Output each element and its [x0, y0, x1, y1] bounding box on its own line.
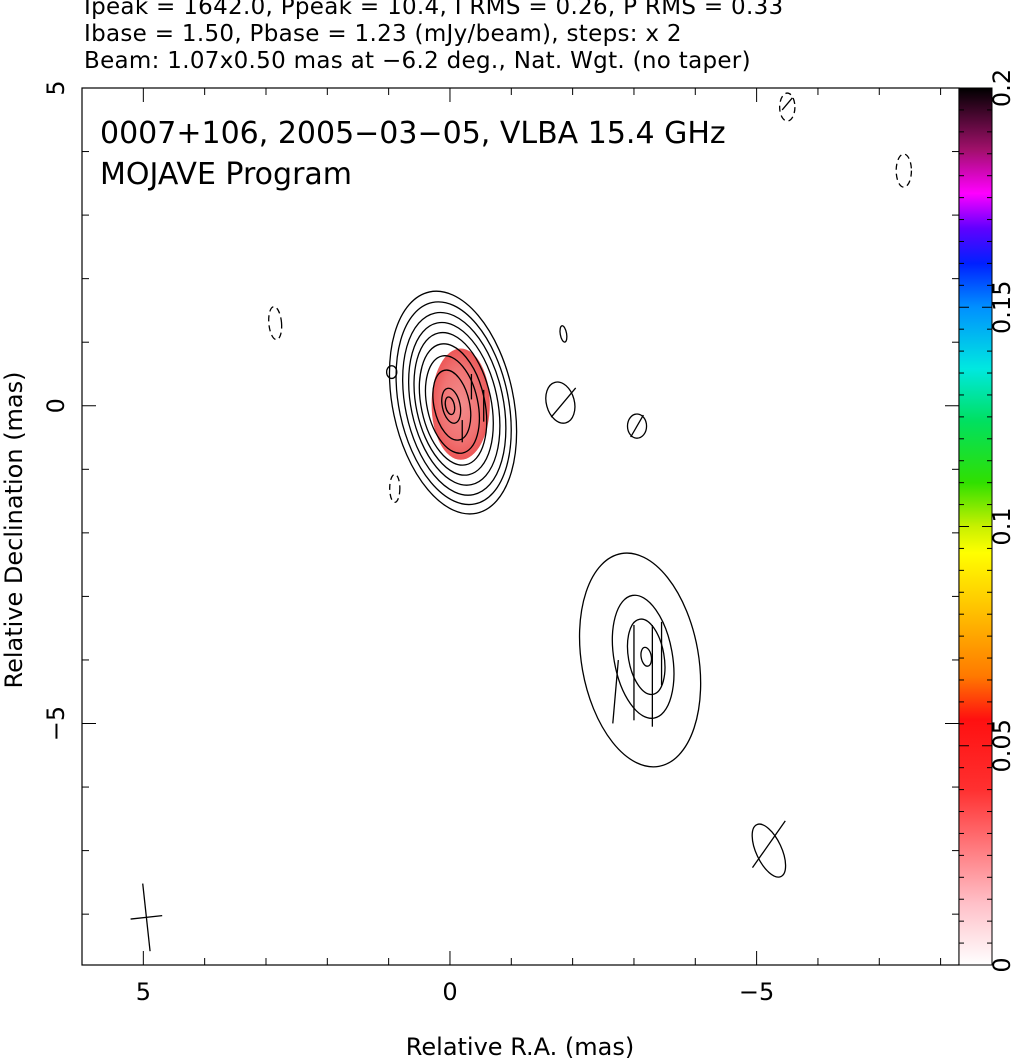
colorbar-tick-label: 0.1 [988, 507, 1016, 545]
core-contour [395, 301, 512, 506]
core-contour [444, 396, 456, 416]
core-contour [388, 290, 518, 515]
jet-contour [611, 594, 675, 719]
axis-ticks [82, 87, 959, 965]
core-contour [432, 369, 472, 441]
negative-contour [389, 473, 401, 504]
x-tick-label: −5 [739, 978, 774, 1006]
small-contour [626, 413, 648, 439]
y-axis-label: Relative Declination (mas) [0, 371, 28, 688]
header-line-3: Beam: 1.07x0.50 mas at −6.2 deg., Nat. W… [84, 48, 751, 74]
y-tick-label: 5 [42, 80, 70, 95]
y-tick-label: −5 [42, 706, 70, 741]
jet-contour [578, 552, 702, 768]
small-contour [385, 365, 398, 380]
x-tick-label: 5 [136, 978, 151, 1006]
polarization-color-layer [431, 348, 490, 460]
y-tick-label: 0 [42, 398, 70, 413]
negative-contour [895, 153, 913, 188]
beam-symbol [130, 883, 163, 952]
polarization-vector [612, 660, 619, 724]
x-tick-label: 0 [442, 978, 457, 1006]
core-contour [441, 387, 462, 424]
x-axis-label: Relative R.A. (mas) [406, 1033, 634, 1060]
colorbar-tick-label: 0.2 [988, 69, 1016, 107]
small-contour [751, 823, 787, 878]
beam-minor-axis [130, 914, 163, 920]
polarization-vector [781, 97, 793, 111]
polarization-vector [751, 820, 786, 869]
plot-frame [81, 87, 960, 966]
chart-title: 0007+106, 2005−03−05, VLBA 15.4 GHz [100, 116, 726, 151]
colorbar-ticks: 0 0.05 0.1 0.15 0.2 [959, 69, 1016, 973]
polarized-intensity-region [431, 348, 490, 460]
colorbar-tick-label: 0.05 [988, 719, 1016, 772]
negative-contour [779, 92, 796, 122]
colorbar-tick-label: 0 [988, 957, 1016, 972]
jet-contour [640, 646, 653, 667]
polarization-vector [630, 414, 644, 438]
contour-layer [268, 92, 913, 878]
small-contour [545, 381, 576, 424]
polarization-vector [550, 387, 577, 418]
colorbar-tick-label: 0.15 [988, 281, 1016, 334]
core-contour [402, 311, 507, 496]
core-contour [413, 331, 494, 476]
core-contour [407, 321, 501, 486]
core-contour [424, 355, 480, 454]
small-contour [559, 325, 568, 343]
chart-subtitle: MOJAVE Program [100, 157, 352, 192]
polarization-vector-layer [461, 97, 793, 869]
axis-tick-labels: 5 0 −5 5 0 −5 [42, 80, 774, 1006]
jet-contour [626, 618, 666, 696]
header-line-1: Ipeak = 1642.0, Ppeak = 10.4, I RMS = 0.… [84, 0, 784, 20]
negative-contour [268, 306, 283, 341]
header-line-2: Ibase = 1.50, Pbase = 1.23 (mJy/beam), s… [84, 21, 682, 47]
